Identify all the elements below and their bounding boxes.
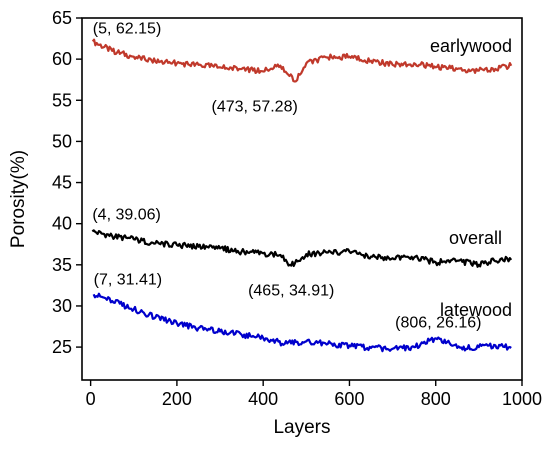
- axes: 0 200 400 600 800 1000 25 30 35 40 45 50 55 60 65 Layer…: [8, 8, 542, 438]
- data-point-annotation: (7, 31.41): [94, 271, 162, 288]
- data-point-annotation: (473, 57.28): [212, 99, 298, 116]
- labels-layer: earlywood overall latewood (5, 62.15) (473, …: [92, 20, 512, 331]
- x-tick-label: 800: [421, 389, 451, 409]
- y-axis-title: Porosity(%): [8, 150, 29, 248]
- y-tick-label: 25: [52, 337, 72, 357]
- series-label-overall: overall: [449, 228, 502, 248]
- series-label-latewood: latewood: [440, 300, 512, 320]
- series-line-latewood: [92, 292, 512, 353]
- x-tick-label: 200: [162, 389, 192, 409]
- y-tick-label: 40: [52, 214, 72, 234]
- y-tick-label: 30: [52, 296, 72, 316]
- x-tick-label: 0: [86, 389, 96, 409]
- y-tick-label: 65: [52, 8, 72, 28]
- y-tick-label: 55: [52, 90, 72, 110]
- x-tick-label: 600: [334, 389, 364, 409]
- x-tick-label: 400: [248, 389, 278, 409]
- plot-frame: [81, 17, 523, 381]
- y-tick-label: 35: [52, 255, 72, 275]
- series-label-earlywood: earlywood: [430, 36, 512, 56]
- x-axis-title: Layers: [273, 417, 330, 438]
- series-line-overall: [91, 229, 513, 268]
- y-tick-label: 50: [52, 131, 72, 151]
- x-tick-label: 1000: [502, 389, 542, 409]
- data-point-annotation: (5, 62.15): [93, 20, 161, 37]
- data-point-annotation: (4, 39.06): [92, 206, 160, 223]
- series-layer: [91, 38, 513, 353]
- y-tick-label: 45: [52, 173, 72, 193]
- y-tick-label: 60: [52, 49, 72, 69]
- data-point-annotation: (465, 34.91): [248, 283, 334, 300]
- series-line-earlywood: [91, 38, 513, 83]
- data-point-annotation: (806, 26.16): [395, 315, 481, 332]
